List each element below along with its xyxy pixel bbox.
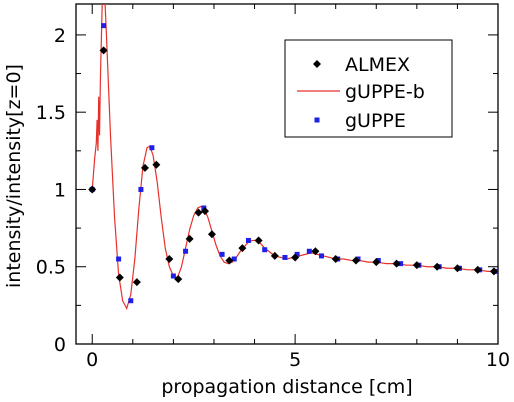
gupe-point (219, 251, 225, 257)
almex-point (453, 264, 462, 273)
almex-point (132, 278, 141, 287)
almex-point (473, 265, 482, 274)
y-tick-label: 2 (54, 25, 66, 47)
almex-point (372, 258, 381, 267)
gupe-point (318, 253, 324, 259)
almex-point (225, 256, 234, 265)
almex-point (270, 251, 279, 260)
almex-point (433, 262, 442, 271)
almex-point (238, 244, 247, 253)
legend-box (284, 39, 453, 138)
gupe-point (306, 248, 312, 254)
legend-guppe-b-label: gUPPE-b (345, 81, 425, 103)
x-tick-label: 5 (289, 349, 301, 371)
almex-point (311, 247, 320, 256)
almex-point (351, 256, 360, 265)
almex-point (331, 255, 340, 263)
y-tick-label: 1.5 (36, 102, 66, 124)
almex-point (185, 234, 194, 243)
almex-point (412, 261, 421, 270)
gupe-point (231, 256, 237, 262)
plot-area (88, 4, 498, 311)
almex-point (174, 275, 183, 284)
almex-point (140, 163, 149, 172)
plot-frame (75, 3, 499, 345)
y-axis-label: intensity/intensity[z=0] (3, 64, 25, 288)
legend-guppe-marker (314, 117, 320, 123)
almex-point (254, 236, 263, 245)
gupe-point (398, 261, 404, 267)
gupe-point (170, 273, 176, 279)
almex-point (152, 160, 161, 169)
gupe-point (128, 298, 134, 304)
gupe-point (282, 254, 288, 260)
y-tick-label: 1 (54, 179, 66, 201)
x-tick-label: 0 (86, 349, 98, 371)
x-axis-label: propagation distance [cm] (161, 376, 412, 398)
almex-point (207, 230, 216, 239)
legend-almex-marker (313, 60, 321, 68)
almex-point (88, 185, 97, 194)
legend-guppe-label: gUPPE (345, 110, 406, 132)
x-tick-label: 10 (486, 349, 510, 371)
almex-point (291, 253, 300, 262)
legend: ALMEX gUPPE-b gUPPE (284, 39, 453, 138)
gupe-point (138, 186, 144, 192)
almex-point (194, 208, 203, 217)
axis-tick-labels: 0 5 10 0 0.5 1 1.5 2 (36, 25, 510, 371)
gupe-point (245, 237, 251, 243)
almex-point (99, 46, 108, 55)
almex-point (115, 273, 124, 282)
almex-point (165, 255, 174, 263)
gupe-point (116, 256, 122, 262)
gupe-point (101, 23, 107, 29)
almex-point (489, 267, 498, 276)
almex-point (392, 259, 401, 268)
almex-point (201, 207, 210, 216)
gupe-point (262, 247, 268, 253)
gupe-point (183, 248, 189, 254)
gupe-point (149, 145, 155, 151)
axis-ticks (76, 4, 499, 345)
legend-almex-label: ALMEX (345, 54, 410, 76)
gupe-point (201, 205, 207, 211)
y-tick-label: 0 (54, 334, 66, 356)
y-tick-label: 0.5 (36, 257, 66, 279)
gupe-point (294, 251, 300, 257)
